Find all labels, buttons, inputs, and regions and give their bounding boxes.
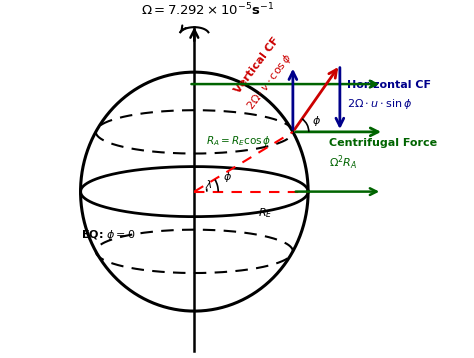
Text: Vertical CF: Vertical CF xyxy=(233,35,282,95)
Text: $\Omega^2 R_A$: $\Omega^2 R_A$ xyxy=(329,154,358,172)
Text: $\Omega = 7.292 \times 10^{-5}\mathbf{s}^{-1}$: $\Omega = 7.292 \times 10^{-5}\mathbf{s}… xyxy=(141,2,274,19)
Text: $\phi$: $\phi$ xyxy=(312,115,321,129)
Text: Horizontal CF: Horizontal CF xyxy=(346,80,431,90)
Text: EQ: $\phi = 0$: EQ: $\phi = 0$ xyxy=(81,228,135,242)
Text: $R_E$: $R_E$ xyxy=(257,207,272,220)
Text: Centrifugal Force: Centrifugal Force xyxy=(329,137,438,147)
Text: $2\Omega \cdot u \cdot \sin\phi$: $2\Omega \cdot u \cdot \sin\phi$ xyxy=(346,97,412,111)
Text: $2\Omega \cdot v \cdot \cos\phi$: $2\Omega \cdot v \cdot \cos\phi$ xyxy=(243,51,295,113)
Text: $\phi$: $\phi$ xyxy=(223,170,232,184)
Text: $R_A = R_E \cos\phi$: $R_A = R_E \cos\phi$ xyxy=(206,134,271,148)
Text: $\lambda$: $\lambda$ xyxy=(205,179,212,190)
